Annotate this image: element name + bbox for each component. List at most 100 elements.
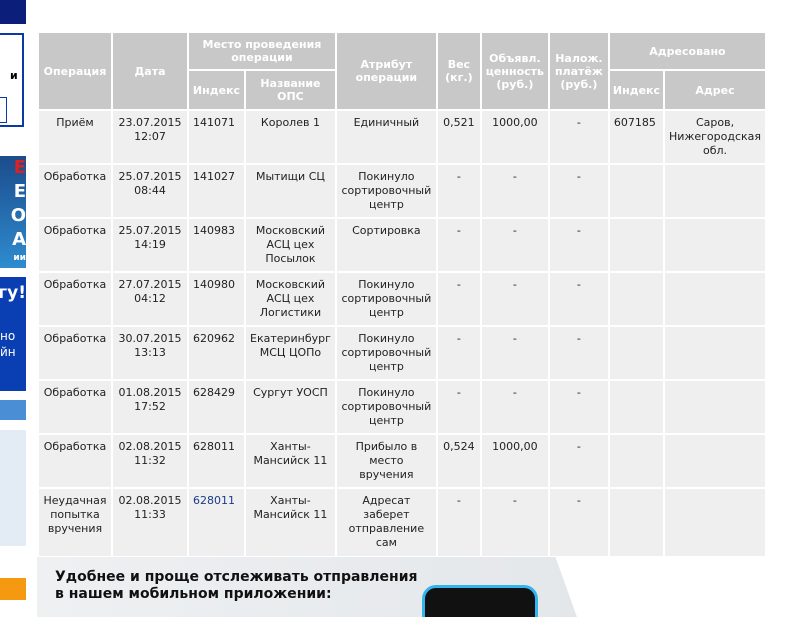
cell-addr-index (607, 271, 666, 327)
cell-cod: - (547, 217, 610, 273)
form-label: и (10, 69, 18, 82)
cell-date: 25.07.2015 14:19 (111, 217, 189, 273)
banner-caption: ии (13, 253, 26, 263)
cell-ops-name: Королев 1 (244, 109, 337, 165)
tracking-form-box: и (0, 33, 24, 127)
tracking-input[interactable] (0, 97, 7, 123)
sidebar-promo[interactable]: гу! но йн (0, 277, 26, 391)
index-link[interactable]: 628011 (193, 494, 235, 507)
sidebar-banner[interactable]: Е Е О А ии (0, 156, 26, 268)
cell-cod: - (547, 271, 610, 327)
header-declared-value: Объявл. ценность (руб.) (479, 31, 550, 111)
date-value: 02.08.2015 (118, 494, 182, 507)
header-index: Индекс (187, 69, 246, 111)
table-row: Обработка 25.07.2015 14:19 140983 Московский… (37, 217, 767, 273)
cell-operation: Обработка (37, 325, 113, 381)
cell-ops-name: Московский АСЦ цех Посылок (244, 217, 337, 273)
cell-addr-index: 607185 (607, 109, 666, 165)
cell-attribute: Покинуло сортировочный центр (334, 271, 438, 327)
table-row: Неудачная попытка вручения 02.08.2015 11:3… (37, 487, 767, 558)
header-cod: Налож. платёж (руб.) (547, 31, 610, 111)
cell-declared-value: - (479, 163, 550, 219)
cell-address: Саров, Нижегородская обл. (663, 109, 767, 165)
cell-weight: - (435, 217, 482, 273)
cell-attribute: Прибыло в место вручения (334, 433, 438, 489)
cell-declared-value: - (479, 325, 550, 381)
cell-ops-name: Мытищи СЦ (244, 163, 337, 219)
map-thumbnail[interactable] (0, 430, 26, 546)
table-row: Обработка 30.07.2015 13:13 620962 Екатеринбу… (37, 325, 767, 381)
cell-index: 141027 (187, 163, 246, 219)
cell-addr-index (607, 325, 666, 381)
cell-ops-name: Ханты-Мансийск 11 (244, 487, 337, 558)
date-value: 01.08.2015 (118, 386, 182, 399)
cell-addr-index (607, 433, 666, 489)
cell-cod: - (547, 433, 610, 489)
date-value: 23.07.2015 (118, 116, 182, 129)
date-value: 25.07.2015 (118, 170, 182, 183)
cell-declared-value: - (479, 487, 550, 558)
cell-operation: Обработка (37, 217, 113, 273)
table-row: Приём 23.07.2015 12:07 141071 Королев 1 Едини… (37, 109, 767, 165)
cell-cod: - (547, 379, 610, 435)
cell-weight: 0,524 (435, 433, 482, 489)
cell-cod: - (547, 325, 610, 381)
table-row: Обработка 02.08.2015 11:32 628011 Ханты-Манс… (37, 433, 767, 489)
phone-image (422, 585, 538, 617)
cell-date: 30.07.2015 13:13 (111, 325, 189, 381)
time-value: 11:33 (134, 508, 166, 521)
table-row: Обработка 25.07.2015 08:44 141027 Мытищи СЦ П… (37, 163, 767, 219)
cell-operation: Обработка (37, 163, 113, 219)
cell-addr-index (607, 379, 666, 435)
date-value: 30.07.2015 (118, 332, 182, 345)
cell-declared-value: 1000,00 (479, 109, 550, 165)
cell-address (663, 271, 767, 327)
header-attribute: Атрибут операции (334, 31, 438, 111)
cell-attribute: Покинуло сортировочный центр (334, 325, 438, 381)
cell-date: 02.08.2015 11:32 (111, 433, 189, 489)
cell-attribute: Адресат заберет отправление сам (334, 487, 438, 558)
header-weight: Вес (кг.) (435, 31, 482, 111)
header-operation: Операция (37, 31, 113, 111)
cell-date: 01.08.2015 17:52 (111, 379, 189, 435)
cell-weight: - (435, 487, 482, 558)
cell-ops-name: Екатеринбург МСЦ ЦОПо (244, 325, 337, 381)
time-value: 13:13 (134, 346, 166, 359)
cell-cod: - (547, 487, 610, 558)
cell-ops-name: Ханты-Мансийск 11 (244, 433, 337, 489)
cell-address (663, 433, 767, 489)
table-row: Обработка 27.07.2015 04:12 140980 Московский… (37, 271, 767, 327)
cell-index: 628011 (187, 433, 246, 489)
banner-letter: О (10, 205, 26, 226)
promo-line: но (0, 329, 16, 343)
header-ops-name: Название ОПС (244, 69, 337, 111)
mobile-app-promo[interactable]: Удобнее и проще отслеживать отправления … (37, 557, 577, 617)
cell-declared-value: - (479, 217, 550, 273)
banner-letter: Е (13, 157, 26, 178)
header-addr-index: Индекс (607, 69, 666, 111)
header-addressed: Адресовано (607, 31, 768, 71)
cell-date: 02.08.2015 11:33 (111, 487, 189, 558)
cell-cod: - (547, 109, 610, 165)
banner-letter: Е (13, 181, 26, 202)
cell-index: 141071 (187, 109, 246, 165)
header-address: Адрес (663, 69, 767, 111)
cell-declared-value: - (479, 271, 550, 327)
cell-addr-index (607, 217, 666, 273)
cell-date: 25.07.2015 08:44 (111, 163, 189, 219)
cell-address (663, 379, 767, 435)
promo-line: йн (0, 345, 16, 359)
cell-index: 140980 (187, 271, 246, 327)
time-value: 04:12 (134, 292, 166, 305)
sidebar-header-bar (0, 0, 26, 24)
cell-weight: - (435, 325, 482, 381)
sidebar-bar (0, 400, 26, 420)
time-value: 14:19 (134, 238, 166, 251)
banner-letter: А (12, 229, 26, 250)
table-row: Обработка 01.08.2015 17:52 628429 Сургут УОС… (37, 379, 767, 435)
time-value: 17:52 (134, 400, 166, 413)
cell-operation: Неудачная попытка вручения (37, 487, 113, 558)
cell-operation: Обработка (37, 271, 113, 327)
header-date: Дата (111, 31, 189, 111)
promo-line-1: Удобнее и проще отслеживать отправления (55, 569, 418, 585)
